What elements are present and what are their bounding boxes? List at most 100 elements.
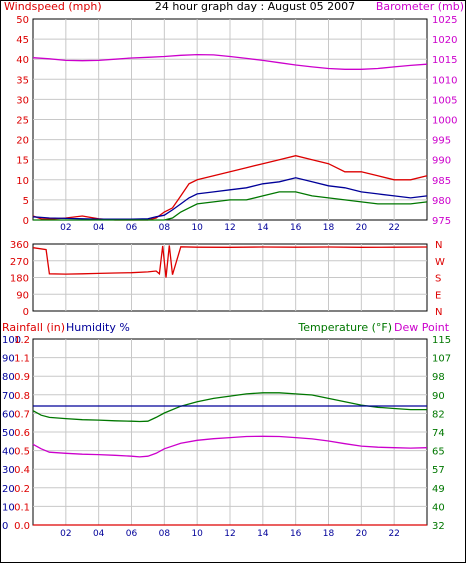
compass-tick-label: W <box>435 257 445 268</box>
bot-left-tick-label: 70 <box>2 391 15 402</box>
bot-right-tick-label: 49 <box>432 484 445 495</box>
bot-hour-tick-label: 04 <box>93 529 105 539</box>
top-left-tick-label: 40 <box>16 55 29 66</box>
rain-tick-label: 0.8 <box>14 391 30 402</box>
bot-left-tick-label: 40 <box>2 447 15 458</box>
bot-hour-tick-label: 02 <box>60 529 71 539</box>
bot-right-tick-label: 40 <box>432 502 445 513</box>
bot-right-tick-label: 90 <box>432 391 445 402</box>
bot-right-tick-label: 98 <box>432 372 445 383</box>
top-hour-tick-label: 08 <box>159 223 171 233</box>
bot-hour-tick-label: 10 <box>191 529 203 539</box>
bot-right-tick-label: 57 <box>432 465 445 476</box>
bot-hour-tick-label: 16 <box>290 529 302 539</box>
rain-tick-label: 0.6 <box>14 428 30 439</box>
series-line-average-wind <box>32 177 428 220</box>
top-hour-tick-label: 18 <box>323 223 335 233</box>
series-line-barometer-mb- <box>32 53 428 70</box>
series-line-wind-direction <box>32 245 428 278</box>
top-hour-tick-label: 02 <box>60 223 71 233</box>
top-right-tick-label: 1025 <box>432 15 457 26</box>
bot-hour-tick-label: 20 <box>356 529 368 539</box>
mid-left-tick-label: 0 <box>23 307 29 318</box>
top-right-tick-label: 1010 <box>432 75 457 86</box>
bot-left-tick-label: 90 <box>2 354 15 365</box>
series-line-gust <box>33 191 428 221</box>
rain-tick-label: 0.9 <box>14 372 30 383</box>
bot-left-tick-label: 100 <box>2 335 21 346</box>
top-hour-tick-label: 10 <box>191 223 203 233</box>
bot-hour-tick-label: 12 <box>224 529 235 539</box>
top-right-tick-label: 985 <box>432 176 451 187</box>
bot-right-tick-label: 115 <box>432 335 451 346</box>
mid-left-tick-label: 180 <box>10 274 29 285</box>
rain-tick-label: 0.7 <box>14 409 30 420</box>
bot-right-tick-label: 65 <box>432 447 445 458</box>
bot-hour-tick-label: 08 <box>159 529 171 539</box>
humidity-axis-label: Humidity % <box>66 321 130 334</box>
top-hour-tick-label: 20 <box>356 223 368 233</box>
top-left-tick-label: 5 <box>23 196 29 207</box>
dewpoint-axis-label: Dew Point <box>394 321 450 334</box>
bot-right-tick-label: 82 <box>432 409 445 420</box>
bot-left-tick-label: 10 <box>2 502 15 513</box>
compass-tick-label: N <box>435 307 442 318</box>
top-right-tick-label: 1020 <box>432 35 457 46</box>
top-right-tick-label: 980 <box>432 196 451 207</box>
mid-left-tick-label: 360 <box>10 240 29 251</box>
top-left-tick-label: 10 <box>16 176 29 187</box>
rain-tick-label: 0.4 <box>14 465 30 476</box>
top-left-tick-label: 35 <box>16 75 29 86</box>
top-hour-tick-label: 12 <box>224 223 235 233</box>
top-hour-tick-label: 06 <box>126 223 138 233</box>
compass-tick-label: E <box>435 290 441 301</box>
bot-left-tick-label: 0 <box>2 521 8 532</box>
bot-hour-tick-label: 06 <box>126 529 138 539</box>
rain-tick-label: 0.2 <box>14 484 30 495</box>
compass-tick-label: N <box>435 240 442 251</box>
bot-left-tick-label: 60 <box>2 409 15 420</box>
top-right-tick-label: 990 <box>432 156 451 167</box>
top-left-tick-label: 0 <box>23 216 29 227</box>
bot-left-tick-label: 50 <box>2 428 15 439</box>
top-left-tick-label: 20 <box>16 136 29 147</box>
bot-hour-tick-label: 18 <box>323 529 335 539</box>
top-hour-tick-label: 22 <box>388 223 399 233</box>
top-hour-tick-label: 16 <box>290 223 302 233</box>
rain-tick-label: 0.5 <box>14 447 30 458</box>
top-hour-tick-label: 14 <box>257 223 269 233</box>
bot-left-tick-label: 80 <box>2 372 15 383</box>
bot-right-tick-label: 32 <box>432 521 445 532</box>
rain-tick-label: 1.1 <box>14 354 30 365</box>
rain-tick-label: 0.1 <box>14 502 30 513</box>
top-right-tick-label: 975 <box>432 216 451 227</box>
top-right-tick-label: 1015 <box>432 55 457 66</box>
top-right-tick-label: 1000 <box>432 116 457 127</box>
bot-left-tick-label: 30 <box>2 465 15 476</box>
top-right-tick-label: 1005 <box>432 95 457 106</box>
top-right-axis-label: Barometer (mb) <box>376 0 464 13</box>
mid-left-tick-label: 270 <box>10 257 29 268</box>
series-line-temperature-f- <box>32 392 427 423</box>
top-left-tick-label: 15 <box>16 156 29 167</box>
bot-hour-tick-label: 14 <box>257 529 269 539</box>
top-left-axis-label: Windspeed (mph) <box>4 0 102 13</box>
bot-right-tick-label: 107 <box>432 354 451 365</box>
bot-left-tick-label: 20 <box>2 484 15 495</box>
temperature-axis-label: Temperature (°F) <box>297 321 392 334</box>
compass-tick-label: S <box>435 274 441 285</box>
mid-left-tick-label: 90 <box>16 290 29 301</box>
bot-right-tick-label: 74 <box>432 428 445 439</box>
rain-tick-label: 1.2 <box>14 335 30 346</box>
chart-title: 24 hour graph day : August 05 2007 <box>155 0 355 13</box>
top-hour-tick-label: 04 <box>93 223 105 233</box>
bot-hour-tick-label: 22 <box>388 529 399 539</box>
top-left-tick-label: 30 <box>16 95 29 106</box>
top-left-tick-label: 50 <box>16 15 29 26</box>
series-line-dew-point <box>32 435 428 458</box>
